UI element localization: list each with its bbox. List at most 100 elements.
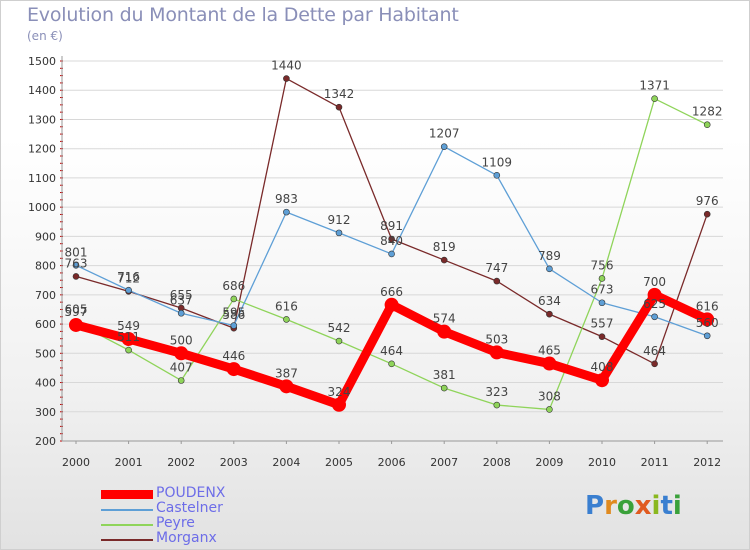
data-label: 637 [170,293,193,307]
y-tick-label: 800 [35,260,56,273]
x-tick-label: 2000 [62,456,90,469]
data-point [703,332,711,340]
y-tick-label: 1300 [28,113,56,126]
data-point [440,384,448,392]
logo-letter: x [634,491,652,521]
data-point [332,397,346,412]
data-point [647,287,662,302]
y-tick-label: 300 [35,406,56,419]
data-label: 595 [222,306,245,320]
x-tick-label: 2003 [220,456,248,469]
data-point [700,312,715,327]
data-label: 666 [380,285,403,299]
data-label: 511 [117,330,140,344]
data-label: 789 [538,249,561,263]
x-tick-label: 2006 [378,456,406,469]
logo-letter: P [585,491,605,521]
data-label: 616 [275,299,298,313]
data-label: 586 [222,308,245,322]
data-point [598,275,606,282]
data-label: 712 [117,271,140,285]
data-point [703,121,711,129]
data-label: 503 [485,332,508,346]
data-label: 308 [538,389,561,403]
data-point [651,360,658,368]
data-point [121,331,136,346]
data-label: 1371 [639,79,670,93]
legend-swatch [101,509,153,511]
legend-swatch [101,489,153,499]
data-point [335,103,343,111]
y-tick-label: 1100 [28,172,56,185]
legend-label: Castelner [156,500,223,516]
data-label: 716 [117,270,140,284]
data-label: 747 [485,261,508,275]
data-label: 819 [433,240,456,254]
logo-letter: i [651,491,661,521]
data-label: 560 [696,316,719,330]
data-label: 983 [275,192,298,206]
data-label: 840 [380,234,403,248]
logo-letter: o [616,491,635,521]
data-label: 634 [538,294,561,308]
data-label: 1282 [692,105,723,119]
data-point [388,235,395,243]
data-point [283,208,290,216]
data-label: 763 [65,256,88,270]
data-point [174,346,189,361]
data-point [388,360,395,368]
y-tick-label: 1000 [28,201,56,214]
data-point [546,265,553,273]
data-point [72,273,80,280]
data-point [230,295,238,303]
data-point [542,356,557,371]
proxiti-logo: Proxiti [585,491,682,521]
y-tick-label: 700 [35,289,56,302]
x-tick-label: 2009 [535,456,563,469]
legend-swatch [101,524,153,526]
y-tick-label: 1500 [28,55,56,68]
data-label: 756 [591,258,614,272]
data-point [283,75,290,82]
y-tick-label: 1400 [28,84,56,97]
x-tick-label: 2011 [641,456,669,469]
data-point [598,299,606,307]
data-label: 655 [170,288,193,302]
data-label: 700 [643,275,666,289]
legend-label: Morganx [156,530,217,546]
data-label: 407 [170,360,193,374]
data-point [230,322,238,329]
x-tick-label: 2001 [115,456,143,469]
data-point [279,379,294,394]
data-point [440,256,448,264]
data-point [546,406,553,413]
data-label: 381 [433,368,456,382]
data-label: 616 [696,299,719,313]
data-point [335,229,343,237]
data-point [384,297,399,312]
chart-title: Evolution du Montant de la Dette par Hab… [27,4,459,26]
data-point [651,95,658,103]
data-label: 408 [591,360,614,374]
data-label: 557 [591,317,614,331]
data-point [493,171,501,179]
data-label: 549 [117,319,140,333]
data-label: 686 [222,279,245,293]
data-point [125,286,132,294]
data-point [595,373,609,388]
data-point [489,345,504,360]
data-label: 801 [65,245,88,259]
y-tick-label: 1200 [28,143,56,156]
logo-letter: r [604,491,617,521]
data-label: 387 [275,366,298,380]
data-point [125,346,132,354]
x-tick-label: 2005 [325,456,353,469]
x-tick-label: 2002 [167,456,195,469]
data-point [437,324,452,339]
data-point [440,143,448,150]
data-label: 1109 [482,155,513,169]
x-tick-label: 2012 [693,456,721,469]
data-point [226,362,241,377]
